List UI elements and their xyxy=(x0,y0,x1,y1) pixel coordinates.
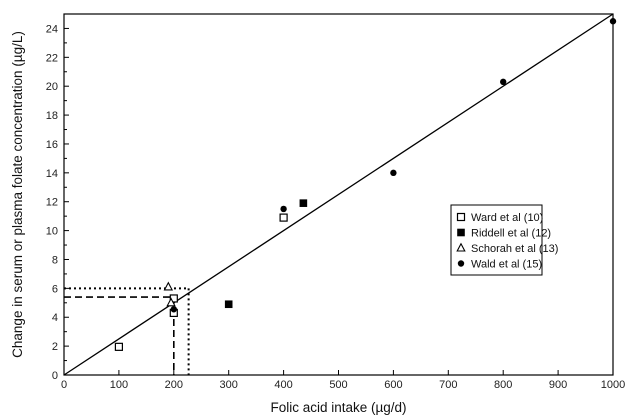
x-tick-label: 600 xyxy=(384,379,402,391)
data-point-filled-circle xyxy=(170,306,177,313)
x-tick-label: 200 xyxy=(165,379,183,391)
legend-marker-open-square xyxy=(456,212,466,222)
data-point-filled-square xyxy=(299,199,308,207)
regression-line xyxy=(63,13,614,376)
data-point-filled-circle xyxy=(280,205,287,213)
data-point-open-square xyxy=(279,213,288,222)
legend-box xyxy=(450,204,543,276)
data-point-open-square xyxy=(114,342,124,351)
data-point-open-triangle xyxy=(166,297,176,307)
x-tick-label: 0 xyxy=(61,379,67,391)
y-tick-label: 22 xyxy=(46,52,58,64)
x-tick-label: 100 xyxy=(110,379,128,391)
x-tick-label: 800 xyxy=(494,379,512,391)
x-tick-label: 700 xyxy=(439,379,457,391)
data-point-filled-circle xyxy=(500,78,507,86)
y-tick-label: 4 xyxy=(52,312,58,324)
y-tick-label: 18 xyxy=(46,110,58,122)
legend-marker-filled-square xyxy=(457,228,465,237)
y-tick-label: 0 xyxy=(52,370,58,382)
legend: Ward et al (10) Riddell et al (12) Schorah… xyxy=(450,204,558,276)
x-tick-label: 300 xyxy=(220,379,238,391)
x-axis-title: Folic acid intake (µg/d) xyxy=(270,400,406,415)
data-points xyxy=(114,18,617,351)
y-tick-label: 12 xyxy=(46,197,58,209)
data-point-open-square xyxy=(169,294,178,303)
data-point-filled-square xyxy=(224,300,233,309)
x-tick-label: 500 xyxy=(329,379,347,391)
legend-label: Wald et al (15) xyxy=(471,259,542,271)
x-tick-label: 1000 xyxy=(601,379,625,391)
x-axis-ticks: 0 100 200 300 400 500 600 700 800 900 1000 xyxy=(61,370,625,391)
y-tick-label: 24 xyxy=(46,23,58,35)
y-axis-title: Change in serum or plasma folate concent… xyxy=(10,31,25,358)
y-tick-label: 16 xyxy=(46,139,58,151)
y-tick-label: 14 xyxy=(46,168,58,180)
x-tick-label: 900 xyxy=(549,379,567,391)
legend-label: Riddell et al (12) xyxy=(471,228,551,240)
legend-label: Schorah et al (13) xyxy=(471,243,558,255)
data-point-filled-circle xyxy=(390,169,397,177)
y-tick-label: 8 xyxy=(52,254,58,266)
y-tick-label: 6 xyxy=(52,283,58,295)
x-tick-label: 400 xyxy=(274,379,292,391)
legend-marker-open-triangle xyxy=(456,242,466,252)
data-point-open-triangle xyxy=(163,281,174,291)
y-tick-label: 20 xyxy=(46,81,58,93)
legend-label: Ward et al (10) xyxy=(471,212,543,224)
y-tick-label: 2 xyxy=(52,341,58,353)
legend-marker-filled-circle xyxy=(457,260,465,267)
y-tick-label: 10 xyxy=(46,226,58,238)
